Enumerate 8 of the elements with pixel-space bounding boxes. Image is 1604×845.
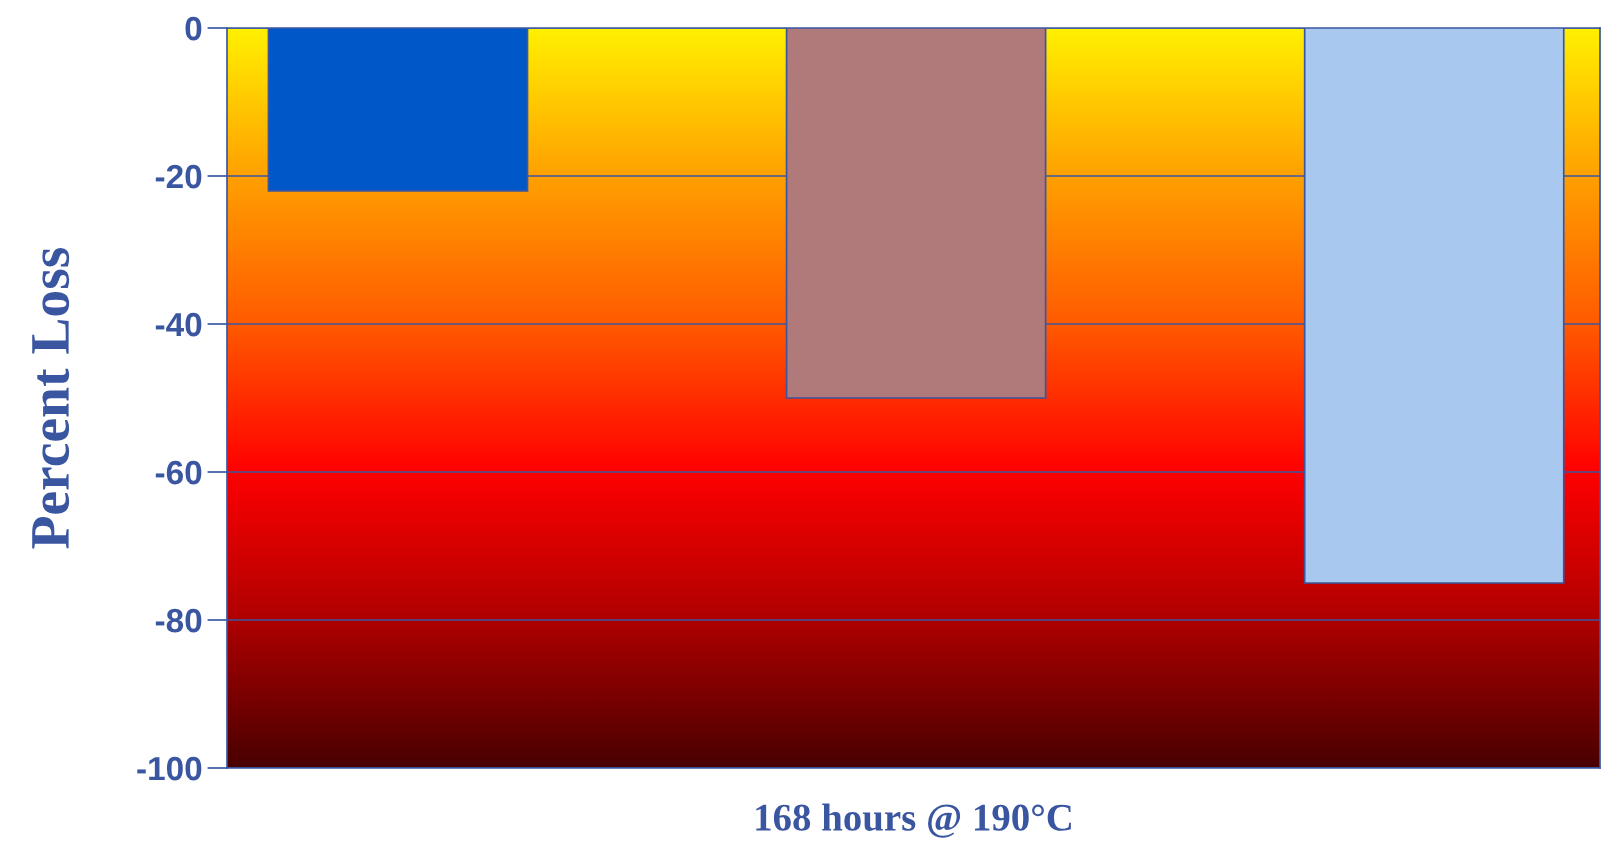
- y-tick-label: -100: [137, 756, 202, 781]
- y-tick-label: -60: [155, 460, 202, 485]
- y-tick-label: -80: [155, 608, 202, 633]
- y-tick-label: -20: [155, 164, 202, 189]
- x-axis-title: 168 hours @ 190°C: [756, 803, 1071, 838]
- y-axis-title: Percent Loss: [32, 247, 70, 549]
- y-tick-label: 0: [185, 16, 202, 41]
- y-tick-label: -40: [155, 312, 202, 337]
